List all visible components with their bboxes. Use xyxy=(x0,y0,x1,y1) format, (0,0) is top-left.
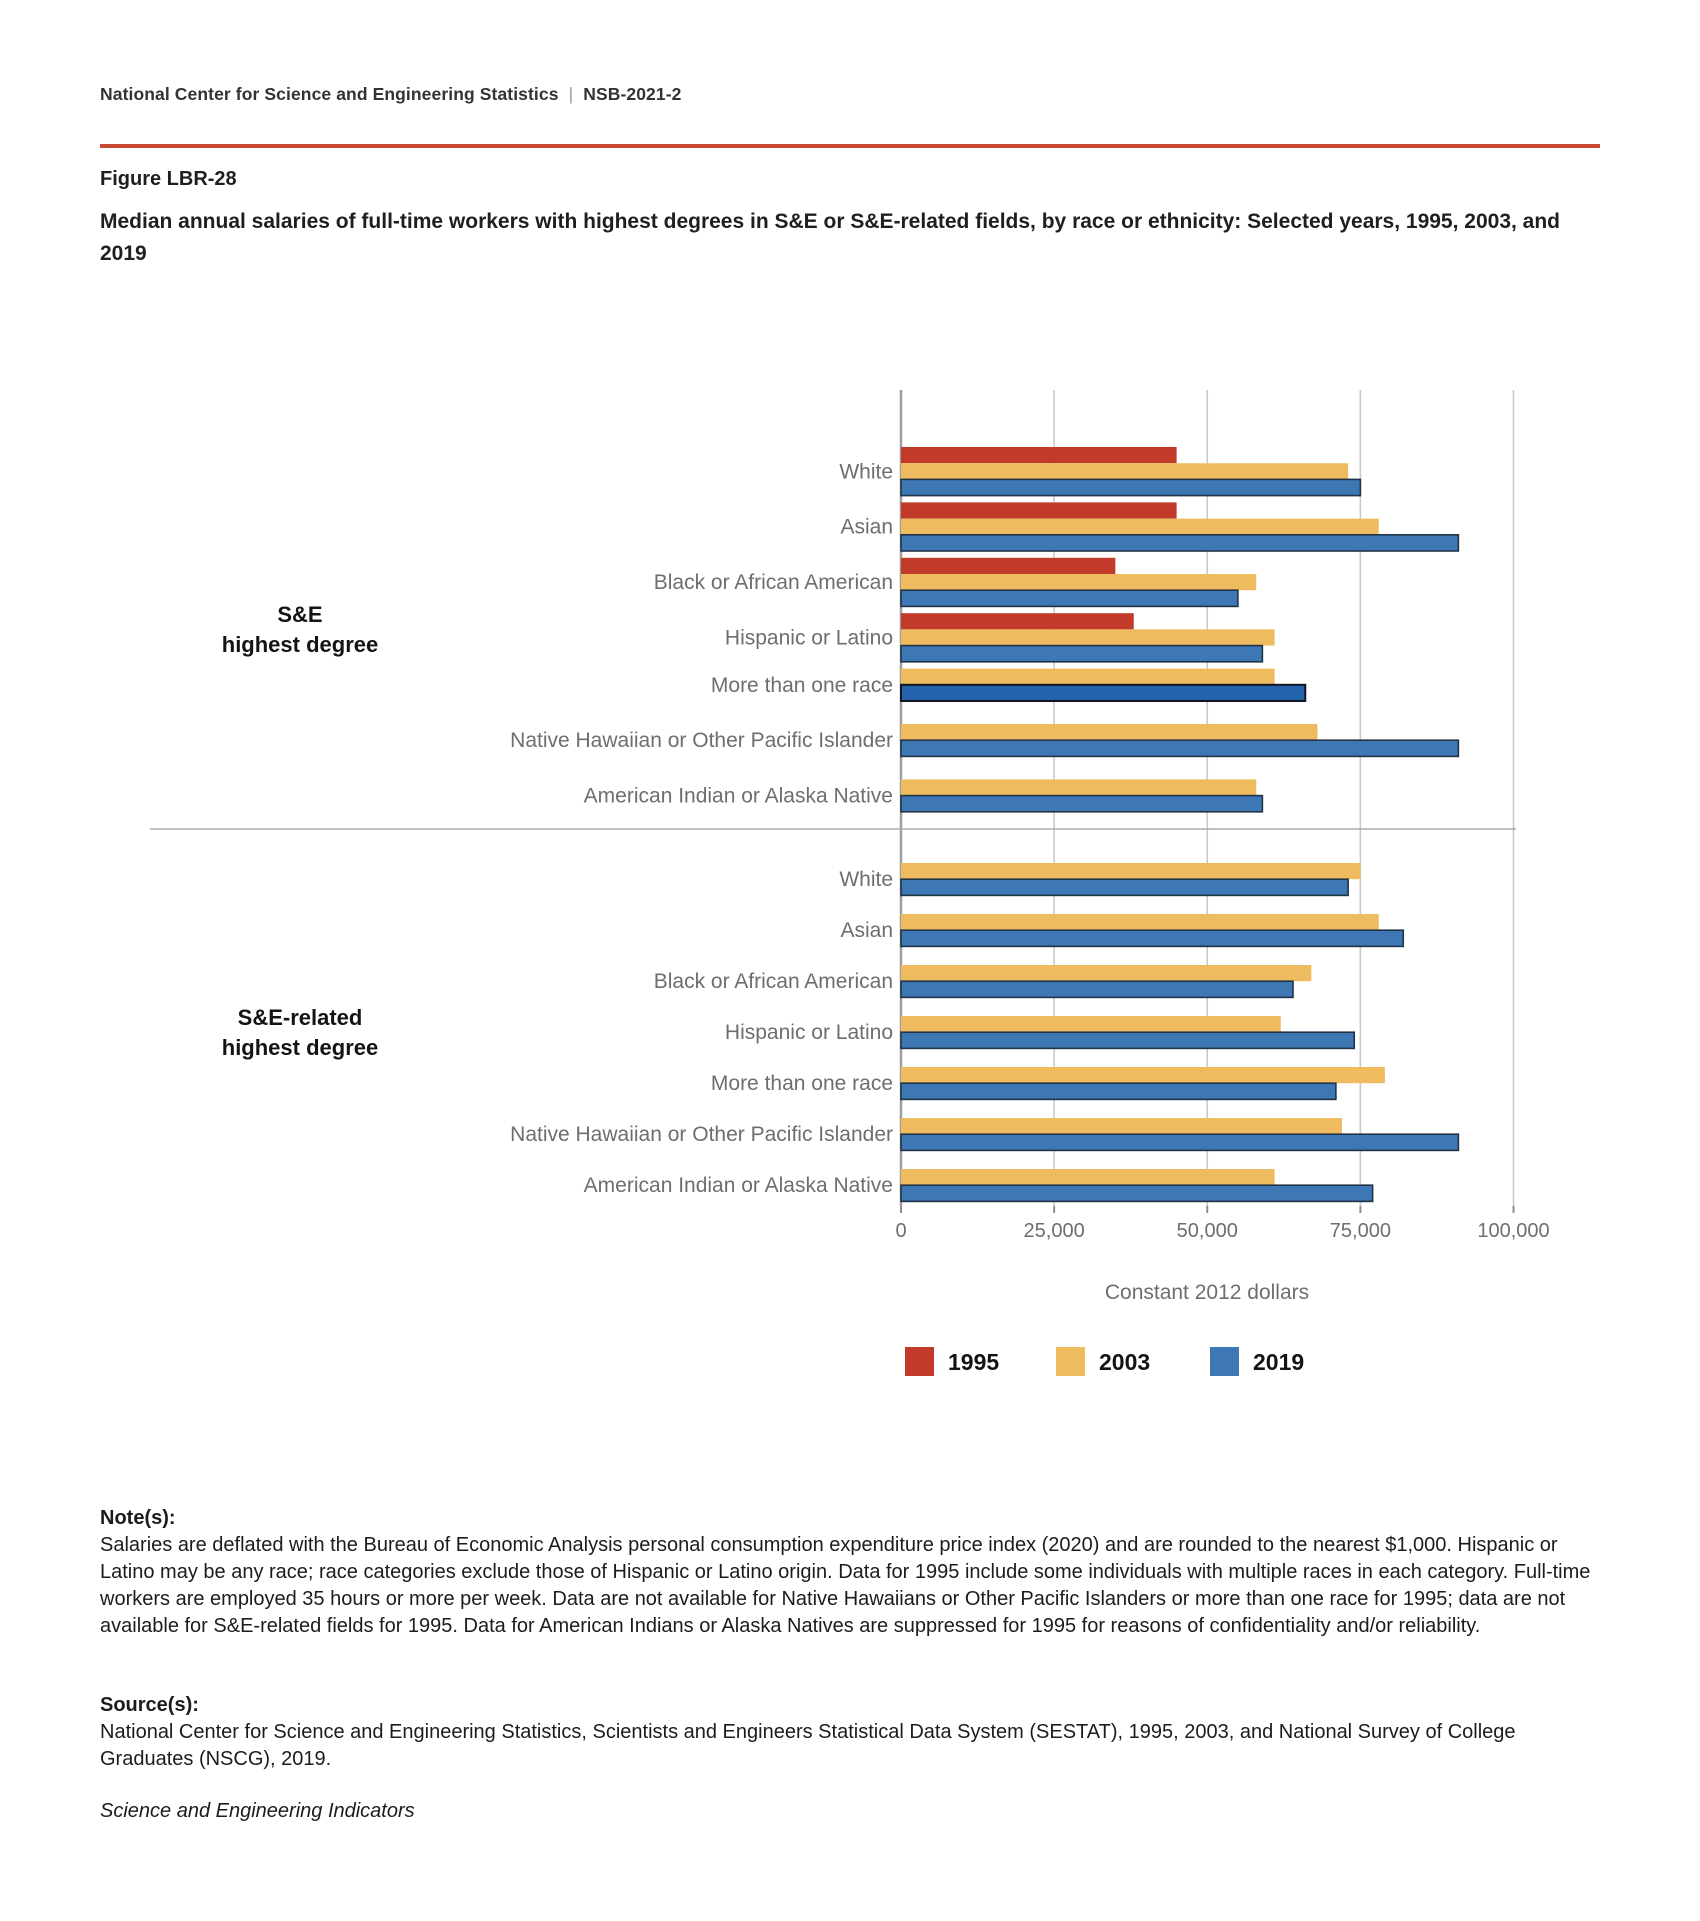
header-org: National Center for Science and Engineer… xyxy=(100,84,559,104)
page-header: National Center for Science and Engineer… xyxy=(100,84,682,105)
header-separator: | xyxy=(568,84,574,104)
bar-2003[interactable] xyxy=(901,518,1379,535)
panel-label: S&E xyxy=(277,602,322,627)
bar-2003[interactable] xyxy=(901,463,1349,480)
x-tick-label: 50,000 xyxy=(1177,1220,1238,1242)
legend-label-2019: 2019 xyxy=(1253,1349,1304,1375)
bar-2019[interactable] xyxy=(900,1133,1460,1152)
bar-2003[interactable] xyxy=(901,1169,1275,1186)
legend-swatch-1995 xyxy=(905,1347,934,1376)
bar-2019[interactable] xyxy=(900,534,1460,552)
notes-heading: Note(s): xyxy=(100,1507,176,1529)
bar-2019[interactable] xyxy=(900,878,1349,897)
category-label: More than one race xyxy=(711,674,893,697)
bar-2019[interactable] xyxy=(900,794,1264,813)
panel-label: highest degree xyxy=(222,1035,378,1060)
publication-name: Science and Engineering Indicators xyxy=(100,1800,415,1822)
bar-1995[interactable] xyxy=(901,502,1177,519)
bar-2003[interactable] xyxy=(901,629,1275,646)
category-label: Black or African American xyxy=(654,970,893,993)
bar-2003[interactable] xyxy=(901,668,1275,685)
legend-label-1995: 1995 xyxy=(948,1349,999,1375)
panel-label: S&E-related xyxy=(238,1005,363,1030)
bar-1995[interactable] xyxy=(901,447,1177,464)
sources-heading: Source(s): xyxy=(100,1694,199,1716)
sources-text: National Center for Science and Engineer… xyxy=(100,1721,1516,1770)
bar-2019[interactable] xyxy=(900,478,1362,497)
bar-2019[interactable] xyxy=(900,980,1294,999)
sources-section: Source(s): National Center for Science a… xyxy=(100,1692,1595,1773)
x-axis-title: Constant 2012 dollars xyxy=(1105,1281,1309,1304)
category-label: Native Hawaiian or Other Pacific Islande… xyxy=(510,1123,893,1146)
bar-2003[interactable] xyxy=(901,914,1379,931)
header-report-id: NSB-2021-2 xyxy=(583,84,682,104)
bar-2019[interactable] xyxy=(900,589,1239,608)
legend-swatch-2003 xyxy=(1056,1347,1085,1376)
category-label: More than one race xyxy=(711,1072,893,1095)
bar-2019-highlighted[interactable] xyxy=(900,683,1307,702)
notes-text: Salaries are deflated with the Bureau of… xyxy=(100,1534,1591,1637)
bar-2019[interactable] xyxy=(900,1031,1356,1050)
category-label: Asian xyxy=(840,919,893,942)
x-tick-label: 25,000 xyxy=(1024,1220,1085,1242)
bar-2019[interactable] xyxy=(900,644,1264,663)
notes-section: Note(s): Salaries are deflated with the … xyxy=(100,1505,1595,1640)
bar-2003[interactable] xyxy=(901,779,1257,796)
bar-2003[interactable] xyxy=(901,1067,1385,1084)
bar-2003[interactable] xyxy=(901,1016,1281,1033)
panel-label: highest degree xyxy=(222,632,378,657)
legend-swatch-2019 xyxy=(1210,1347,1239,1376)
category-label: American Indian or Alaska Native xyxy=(584,785,893,808)
figure-label: Figure LBR-28 xyxy=(100,168,237,190)
category-label: White xyxy=(839,868,893,891)
bar-2003[interactable] xyxy=(901,1118,1342,1135)
bar-1995[interactable] xyxy=(901,613,1134,630)
bar-2019[interactable] xyxy=(900,1082,1337,1101)
accent-rule xyxy=(100,144,1600,148)
category-label: Asian xyxy=(840,516,893,539)
category-label: White xyxy=(839,460,893,483)
bar-2019[interactable] xyxy=(900,739,1460,758)
category-label: Native Hawaiian or Other Pacific Islande… xyxy=(510,729,893,752)
x-tick-label: 100,000 xyxy=(1477,1220,1549,1242)
bar-2003[interactable] xyxy=(901,574,1257,591)
figure-title: Median annual salaries of full-time work… xyxy=(100,210,1561,265)
category-label: Hispanic or Latino xyxy=(725,627,893,650)
bar-2019[interactable] xyxy=(900,1184,1374,1203)
bar-1995[interactable] xyxy=(901,557,1116,574)
salary-chart-svg: 0 25,000 50,000 75,000 100,000 White Asian Blac… xyxy=(150,390,1550,1376)
category-label: Black or African American xyxy=(654,571,893,594)
legend-label-2003: 2003 xyxy=(1099,1349,1150,1375)
x-tick-label: 0 xyxy=(895,1220,906,1242)
category-label: Hispanic or Latino xyxy=(725,1021,893,1044)
bar-2003[interactable] xyxy=(901,724,1318,741)
category-label: American Indian or Alaska Native xyxy=(584,1174,893,1197)
bar-2003[interactable] xyxy=(901,965,1312,982)
bar-2003[interactable] xyxy=(901,863,1361,880)
bar-2019[interactable] xyxy=(900,929,1405,948)
x-tick-label: 75,000 xyxy=(1330,1220,1391,1242)
